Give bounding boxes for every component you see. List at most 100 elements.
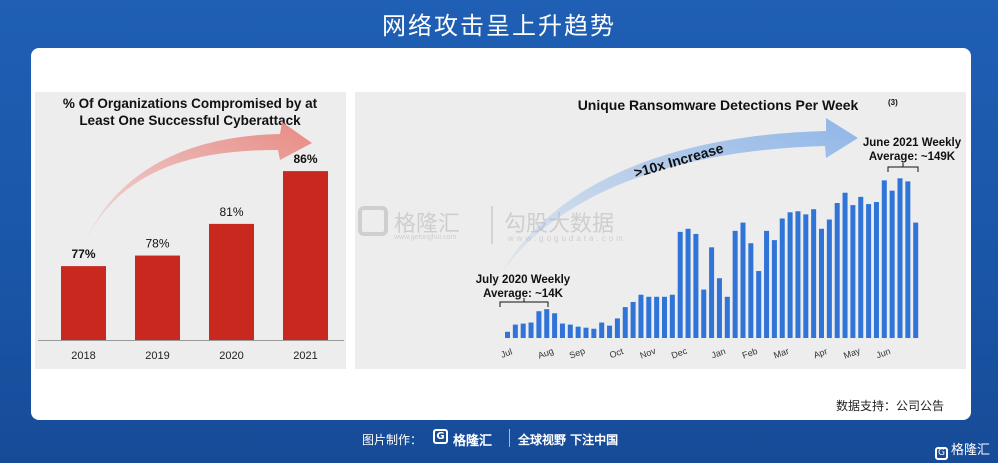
july-bracket bbox=[499, 298, 549, 307]
week-bar bbox=[677, 231, 683, 338]
corner-logo-icon: G bbox=[934, 447, 948, 460]
week-bar bbox=[709, 247, 715, 338]
week-bar bbox=[552, 313, 558, 338]
week-bar bbox=[764, 230, 770, 338]
month-tick-sep: Sep bbox=[568, 346, 586, 361]
week-bar bbox=[913, 222, 919, 338]
corner-logo: G 格隆汇 bbox=[934, 439, 990, 460]
footer: 图片制作： G 格隆汇 全球视野 下注中国 bbox=[0, 427, 998, 451]
week-bar bbox=[654, 296, 660, 338]
data-source: 数据支持：公司公告 bbox=[835, 399, 944, 413]
week-bar bbox=[842, 192, 848, 338]
week-bar bbox=[536, 311, 542, 338]
month-tick-aug: Aug bbox=[536, 346, 554, 361]
week-bar bbox=[607, 325, 613, 338]
month-tick-oct: Oct bbox=[608, 346, 625, 360]
week-bar bbox=[622, 307, 628, 338]
week-bar bbox=[897, 178, 903, 338]
week-bar bbox=[873, 202, 879, 338]
june-annotation-line-2: Average: ~149K bbox=[869, 151, 956, 163]
week-bar bbox=[583, 327, 589, 338]
footer-slogan: 全球视野 下注中国 bbox=[518, 433, 619, 447]
watermark-divider bbox=[491, 206, 493, 244]
week-bar bbox=[756, 271, 762, 338]
bar-2020 bbox=[209, 223, 254, 340]
week-bar bbox=[905, 181, 911, 338]
week-bar bbox=[567, 324, 573, 338]
week-bar bbox=[528, 322, 534, 338]
footer-brand: 格隆汇 bbox=[453, 434, 493, 449]
week-bar bbox=[834, 203, 840, 338]
week-bar bbox=[701, 289, 707, 338]
right-chart-title: Unique Ransomware Detections Per Week bbox=[578, 97, 859, 113]
july-annotation-line-1: July 2020 Weekly bbox=[476, 274, 571, 286]
bar-label-2019: 78% bbox=[145, 237, 169, 251]
week-bar bbox=[819, 228, 824, 338]
x-tick-2020: 2020 bbox=[219, 350, 243, 362]
bar-2019 bbox=[135, 255, 180, 340]
month-tick-dec: Dec bbox=[670, 346, 689, 361]
week-bar bbox=[850, 205, 856, 338]
right-chart-panel bbox=[355, 92, 966, 369]
footer-divider bbox=[509, 429, 510, 447]
week-bar bbox=[787, 212, 793, 338]
page-title: 网络攻击呈上升趋势 bbox=[382, 12, 616, 40]
week-bar bbox=[591, 328, 597, 338]
month-tick-feb: Feb bbox=[741, 346, 759, 361]
corner-brand: 格隆汇 bbox=[950, 443, 990, 458]
week-bar bbox=[866, 204, 872, 338]
bar-label-2020: 81% bbox=[219, 205, 243, 219]
x-tick-2021: 2021 bbox=[293, 350, 317, 362]
week-bar bbox=[646, 296, 652, 338]
watermark-url: www.gelonghui.com bbox=[394, 234, 457, 241]
watermark-logo-icon bbox=[358, 206, 388, 236]
month-tick-mar: Mar bbox=[772, 346, 790, 361]
week-bar bbox=[748, 243, 754, 338]
right-chart-title-note: (3) bbox=[888, 98, 898, 107]
week-bar bbox=[685, 228, 691, 338]
week-bar bbox=[505, 331, 510, 338]
left-chart-title-line-1: % Of Organizations Compromised by at bbox=[63, 96, 318, 111]
week-bar bbox=[693, 233, 699, 338]
week-bar bbox=[771, 240, 777, 338]
watermark-url-secondary: www.gogudata.com bbox=[508, 234, 626, 243]
month-tick-jan: Jan bbox=[710, 346, 727, 360]
month-tick-nov: Nov bbox=[639, 346, 658, 361]
week-bar bbox=[512, 324, 518, 338]
week-bar bbox=[858, 196, 864, 338]
blue-trend-arrow bbox=[500, 118, 858, 275]
month-tick-apr: Apr bbox=[812, 346, 829, 360]
x-tick-2018: 2018 bbox=[71, 350, 95, 362]
week-bar bbox=[669, 294, 675, 338]
week-bar bbox=[740, 222, 746, 338]
bar-label-2021: 86% bbox=[293, 152, 317, 166]
bar-2018 bbox=[61, 266, 106, 340]
week-bar bbox=[881, 180, 887, 338]
week-bar bbox=[544, 309, 550, 338]
week-bar bbox=[826, 219, 832, 338]
week-bar bbox=[520, 323, 526, 338]
july-annotation-line-2: Average: ~14K bbox=[483, 288, 563, 300]
june-bracket bbox=[887, 163, 919, 172]
footer-credit: 图片制作： bbox=[362, 433, 423, 447]
month-tick-jul: Jul bbox=[499, 347, 513, 360]
week-bar bbox=[662, 296, 667, 338]
footer-logo-icon: G bbox=[433, 429, 448, 444]
week-bar bbox=[638, 294, 644, 338]
week-bar bbox=[732, 230, 738, 338]
week-bar bbox=[630, 301, 636, 338]
x-tick-2019: 2019 bbox=[145, 350, 169, 362]
week-bar bbox=[724, 296, 730, 338]
week-bar bbox=[779, 218, 785, 338]
week-bar bbox=[803, 214, 809, 338]
week-bar bbox=[599, 322, 605, 338]
red-trend-arrow bbox=[84, 122, 312, 244]
week-bar bbox=[889, 190, 895, 338]
bar-2021 bbox=[283, 171, 328, 340]
june-annotation-line-1: June 2021 Weekly bbox=[863, 137, 962, 149]
week-bar bbox=[795, 211, 801, 338]
month-tick-may: May bbox=[842, 345, 862, 360]
bar-label-2018: 77% bbox=[71, 247, 95, 261]
increase-annotation: >10x Increase bbox=[632, 140, 725, 181]
week-bar bbox=[575, 326, 581, 338]
